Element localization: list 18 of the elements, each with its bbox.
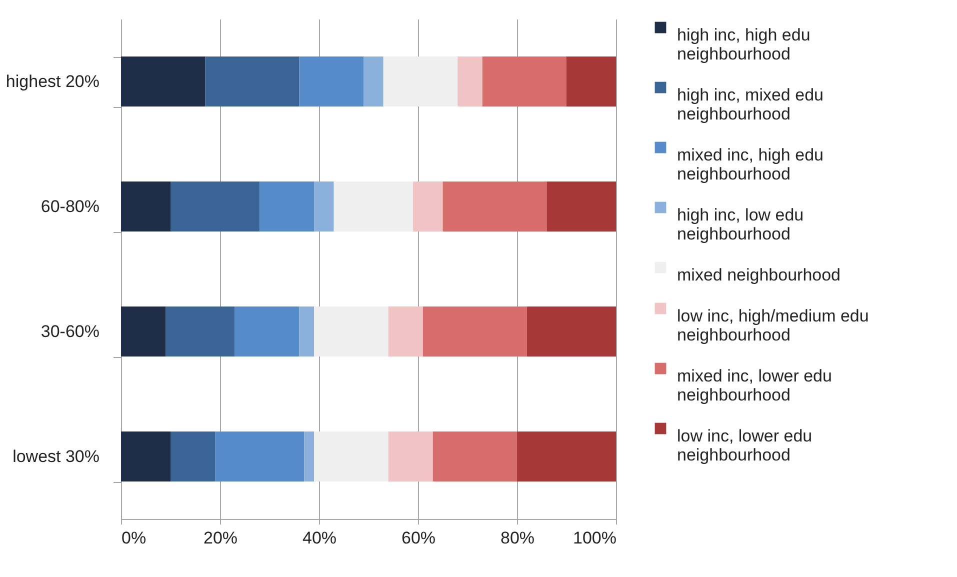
legend-label: mixed neighbourhood: [677, 266, 841, 284]
legend-label: high inc, low edu neighbourhood: [677, 206, 804, 244]
y-tick-label: 60-80%: [40, 197, 100, 216]
x-tick-label: 0%: [122, 528, 146, 548]
x-tick-label: 60%: [401, 528, 436, 548]
x-tick-label: 100%: [573, 528, 616, 548]
x-tick-label: 40%: [302, 528, 337, 548]
x-tick-label: 80%: [500, 528, 535, 548]
legend-label: mixed inc, lower edu neighbourhood: [677, 366, 832, 404]
legend-label: high inc, mixed edu neighbourhood: [677, 86, 824, 124]
y-tick-label: highest 20%: [6, 72, 100, 91]
legend-label: high inc, high edu neighbourhood: [677, 26, 810, 64]
legend-label: mixed inc, high edu neighbourhood: [677, 146, 824, 184]
x-tick-label: 20%: [203, 528, 238, 548]
legend-label: low inc, lower edu neighbourhood: [677, 426, 812, 464]
y-tick-label: lowest 30%: [12, 447, 100, 466]
y-tick-label: 30-60%: [40, 322, 100, 341]
legend-label: low inc, high/medium edu neighbourhood: [677, 306, 869, 344]
